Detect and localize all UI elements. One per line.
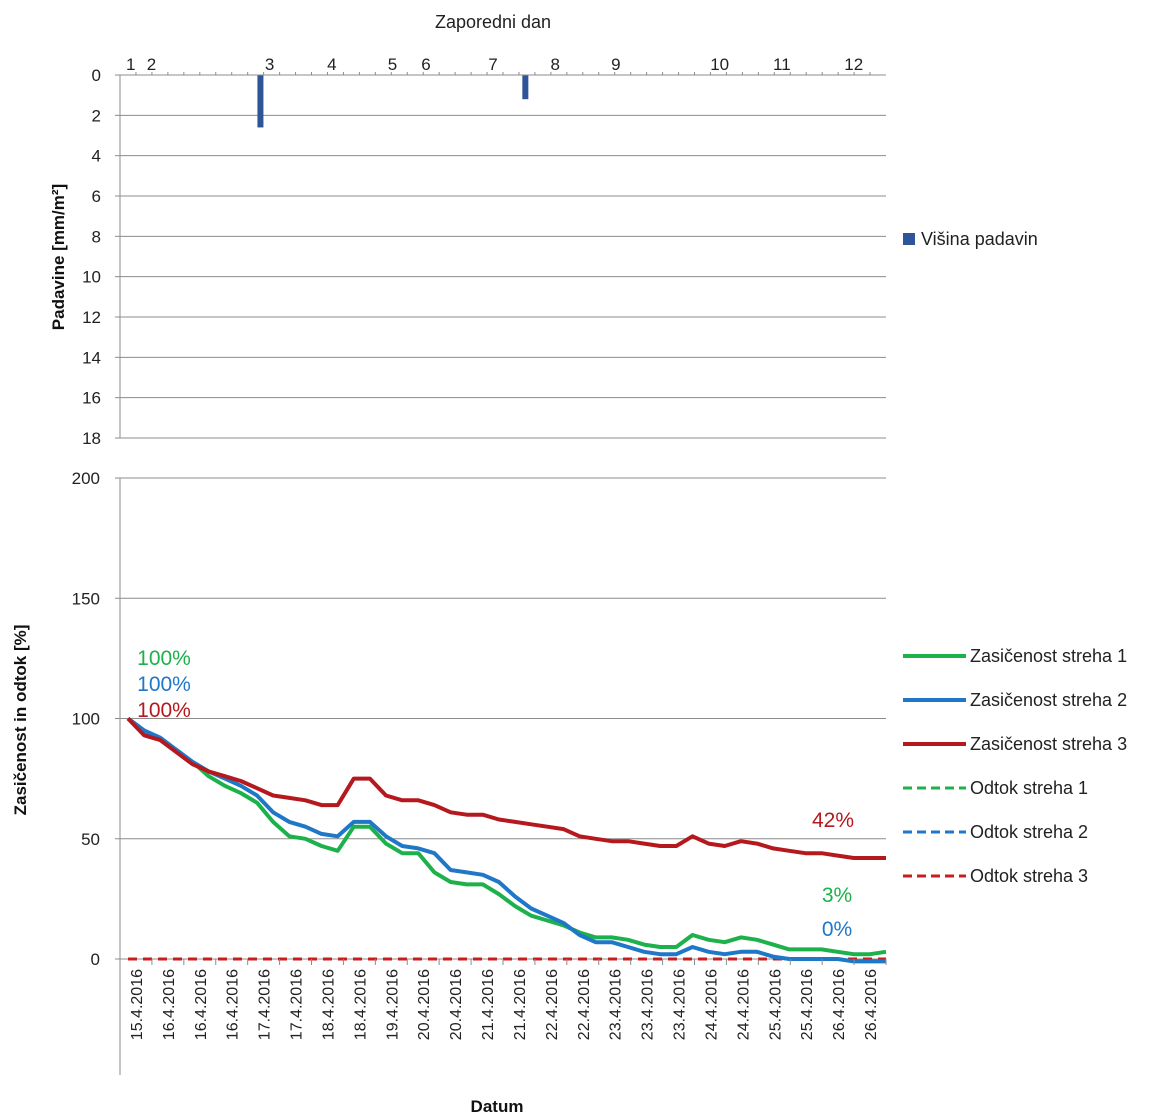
day-axis-label: 8 [551, 55, 560, 74]
precipitation-y-tick-label: 4 [92, 147, 101, 166]
day-axis-label: 11 [773, 55, 791, 74]
date-axis-label: 16.4.2016 [193, 969, 210, 1040]
date-axis-label: 17.4.2016 [257, 969, 274, 1040]
precipitation-y-axis-title: Padavine [mm/m²] [49, 184, 68, 330]
value-annotation: 100% [137, 699, 191, 722]
legend-label-3: Zasičenost streha 3 [970, 734, 1127, 754]
precipitation-y-tick-label: 16 [82, 389, 101, 408]
date-axis-label: 24.4.2016 [735, 969, 752, 1040]
precipitation-legend-label: Višina padavin [921, 229, 1038, 249]
saturation-y-tick-label: 200 [72, 469, 100, 488]
day-axis-label: 4 [327, 55, 336, 74]
date-axis-label: 22.4.2016 [576, 969, 593, 1040]
saturation-y-tick-label: 150 [72, 589, 100, 608]
date-axis-label: 16.4.2016 [161, 969, 178, 1040]
saturation-y-tick-label: 50 [81, 830, 100, 849]
legend-label-6: Odtok streha 3 [970, 866, 1088, 886]
day-axis-label: 7 [488, 55, 497, 74]
date-axis-label: 25.4.2016 [767, 969, 784, 1040]
precipitation-legend-swatch [903, 233, 915, 245]
date-axis-label: 18.4.2016 [352, 969, 369, 1040]
precipitation-gridlines [120, 114, 886, 439]
value-annotation: 42% [812, 809, 854, 832]
date-axis-label: 18.4.2016 [321, 969, 338, 1040]
legend-label-2: Zasičenost streha 2 [970, 690, 1127, 710]
saturation-y-tick-label: 0 [91, 950, 100, 969]
precipitation-y-tick-label: 12 [82, 308, 101, 327]
day-axis-label: 12 [844, 55, 863, 74]
day-axis-ticks: 1 2 3 4 5 6 7 8 9 10 11 12 [126, 55, 871, 75]
precipitation-legend: Višina padavin [903, 229, 1038, 249]
value-annotation: 100% [137, 647, 191, 670]
date-axis-label: 21.4.2016 [480, 969, 497, 1040]
precipitation-y-tick-label: 14 [82, 348, 101, 367]
date-axis-label: 22.4.2016 [544, 969, 561, 1040]
value-annotation: 100% [137, 673, 191, 696]
precipitation-bars [257, 75, 529, 128]
precipitation-bar [257, 75, 264, 128]
date-axis-label: 26.4.2016 [831, 969, 848, 1040]
saturation-series [126, 716, 887, 964]
date-axis-label: 17.4.2016 [289, 969, 306, 1040]
date-axis-label: 26.4.2016 [863, 969, 880, 1040]
legend-label-5: Odtok streha 2 [970, 822, 1088, 842]
day-axis-label: 5 [388, 55, 397, 74]
date-axis-ticks: 15.4.2016 16.4.2016 16.4.2016 16.4.2016 17.4… [119, 959, 887, 1040]
day-axis-label: 10 [710, 55, 729, 74]
date-axis-label: 25.4.2016 [799, 969, 816, 1040]
date-axis-label: 21.4.2016 [512, 969, 529, 1040]
series-line-2 [126, 716, 886, 964]
value-annotation: 0% [822, 918, 852, 941]
date-axis-label: 20.4.2016 [448, 969, 465, 1040]
day-axis-label: 1 [126, 55, 135, 74]
date-axis-label: 24.4.2016 [704, 969, 721, 1040]
day-axis-title: Zaporedni dan [435, 12, 551, 32]
saturation-y-tick-label: 100 [72, 710, 100, 729]
saturation-y-ticks: 0 50 100 150 200 [72, 469, 120, 969]
saturation-legend: Zasičenost streha 1 Zasičenost streha 2 Za… [903, 646, 1127, 886]
series-line-3 [126, 717, 886, 860]
legend-label-1: Zasičenost streha 1 [970, 646, 1127, 666]
precipitation-y-tick-label: 10 [82, 268, 101, 287]
precipitation-y-ticks: 0 2 4 6 8 10 12 14 16 18 [82, 66, 120, 448]
date-axis-label: 23.4.2016 [640, 969, 657, 1040]
precipitation-y-tick-label: 18 [82, 429, 101, 448]
precipitation-y-tick-label: 6 [92, 187, 101, 206]
legend-label-4: Odtok streha 1 [970, 778, 1088, 798]
precipitation-y-tick-label: 0 [92, 66, 101, 85]
day-axis-label: 3 [265, 55, 274, 74]
date-axis-label: 23.4.2016 [608, 969, 625, 1040]
precipitation-y-tick-label: 2 [92, 106, 101, 125]
date-axis-label: 23.4.2016 [672, 969, 689, 1040]
value-annotation: 3% [822, 884, 852, 907]
precipitation-bar [522, 75, 529, 100]
date-axis-label: 15.4.2016 [129, 969, 146, 1040]
date-axis-label: 19.4.2016 [384, 969, 401, 1040]
day-axis-label: 9 [611, 55, 620, 74]
date-axis-title: Datum [471, 1097, 524, 1116]
series-line-1 [126, 716, 887, 957]
day-axis-label: 2 [147, 55, 156, 74]
saturation-y-axis-title: Zasičenost in odtok [%] [11, 625, 30, 816]
saturation-annotations: 100% 100% 100% 42% 3% 0% [137, 647, 854, 941]
date-axis-label: 20.4.2016 [416, 969, 433, 1040]
date-axis-label: 16.4.2016 [225, 969, 242, 1040]
day-axis-label: 6 [421, 55, 430, 74]
precipitation-y-tick-label: 8 [92, 227, 101, 246]
